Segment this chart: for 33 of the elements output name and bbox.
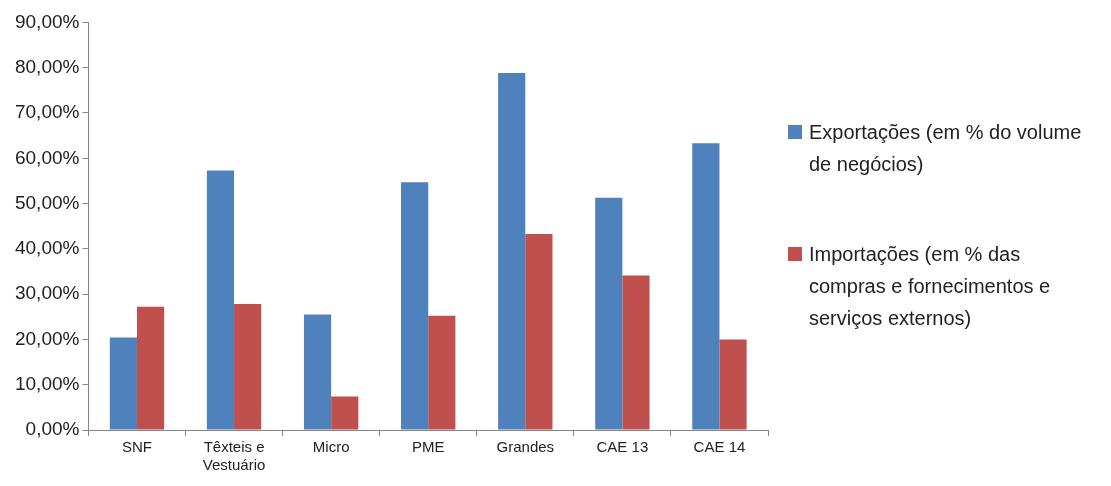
x-tick-label: SNF <box>121 438 152 456</box>
y-tick-label: 30,00% <box>14 282 80 304</box>
x-tick-label: Têxteis e Vestuário <box>202 438 266 474</box>
x-tick-label: Micro <box>312 438 350 456</box>
x-tick-label: Grandes <box>496 438 555 456</box>
bar <box>719 339 747 430</box>
y-tick-label: 50,00% <box>14 191 80 213</box>
bar <box>303 314 332 430</box>
bar <box>622 275 650 430</box>
y-tick-label: 20,00% <box>14 327 80 349</box>
y-tick-label: 40,00% <box>14 237 80 259</box>
y-tick-label: 60,00% <box>14 146 80 168</box>
y-tick-label: 70,00% <box>14 101 80 123</box>
bar <box>498 73 526 430</box>
y-tick-label: 80,00% <box>14 55 80 77</box>
bar <box>109 337 137 430</box>
bar <box>525 233 553 430</box>
bar <box>428 315 456 430</box>
bar <box>136 306 165 430</box>
x-tick-label: PME <box>411 438 445 456</box>
bar <box>595 197 623 430</box>
y-tick-label: 10,00% <box>14 372 80 394</box>
x-tick-label: CAE 14 <box>693 438 746 456</box>
x-tick-label: CAE 13 <box>596 438 649 456</box>
bar <box>692 143 720 430</box>
bar <box>234 304 262 430</box>
bar <box>206 170 235 430</box>
bar <box>331 396 359 430</box>
legend-label: Exportações (em % do volume de negócios) <box>809 120 1083 177</box>
bar <box>401 182 429 430</box>
legend-label: Importações (em % das compras e fornecimentos e serviços externos) <box>809 242 1052 331</box>
y-tick-label: 90,00% <box>14 10 80 32</box>
y-tick-label: 0,00% <box>25 418 80 440</box>
